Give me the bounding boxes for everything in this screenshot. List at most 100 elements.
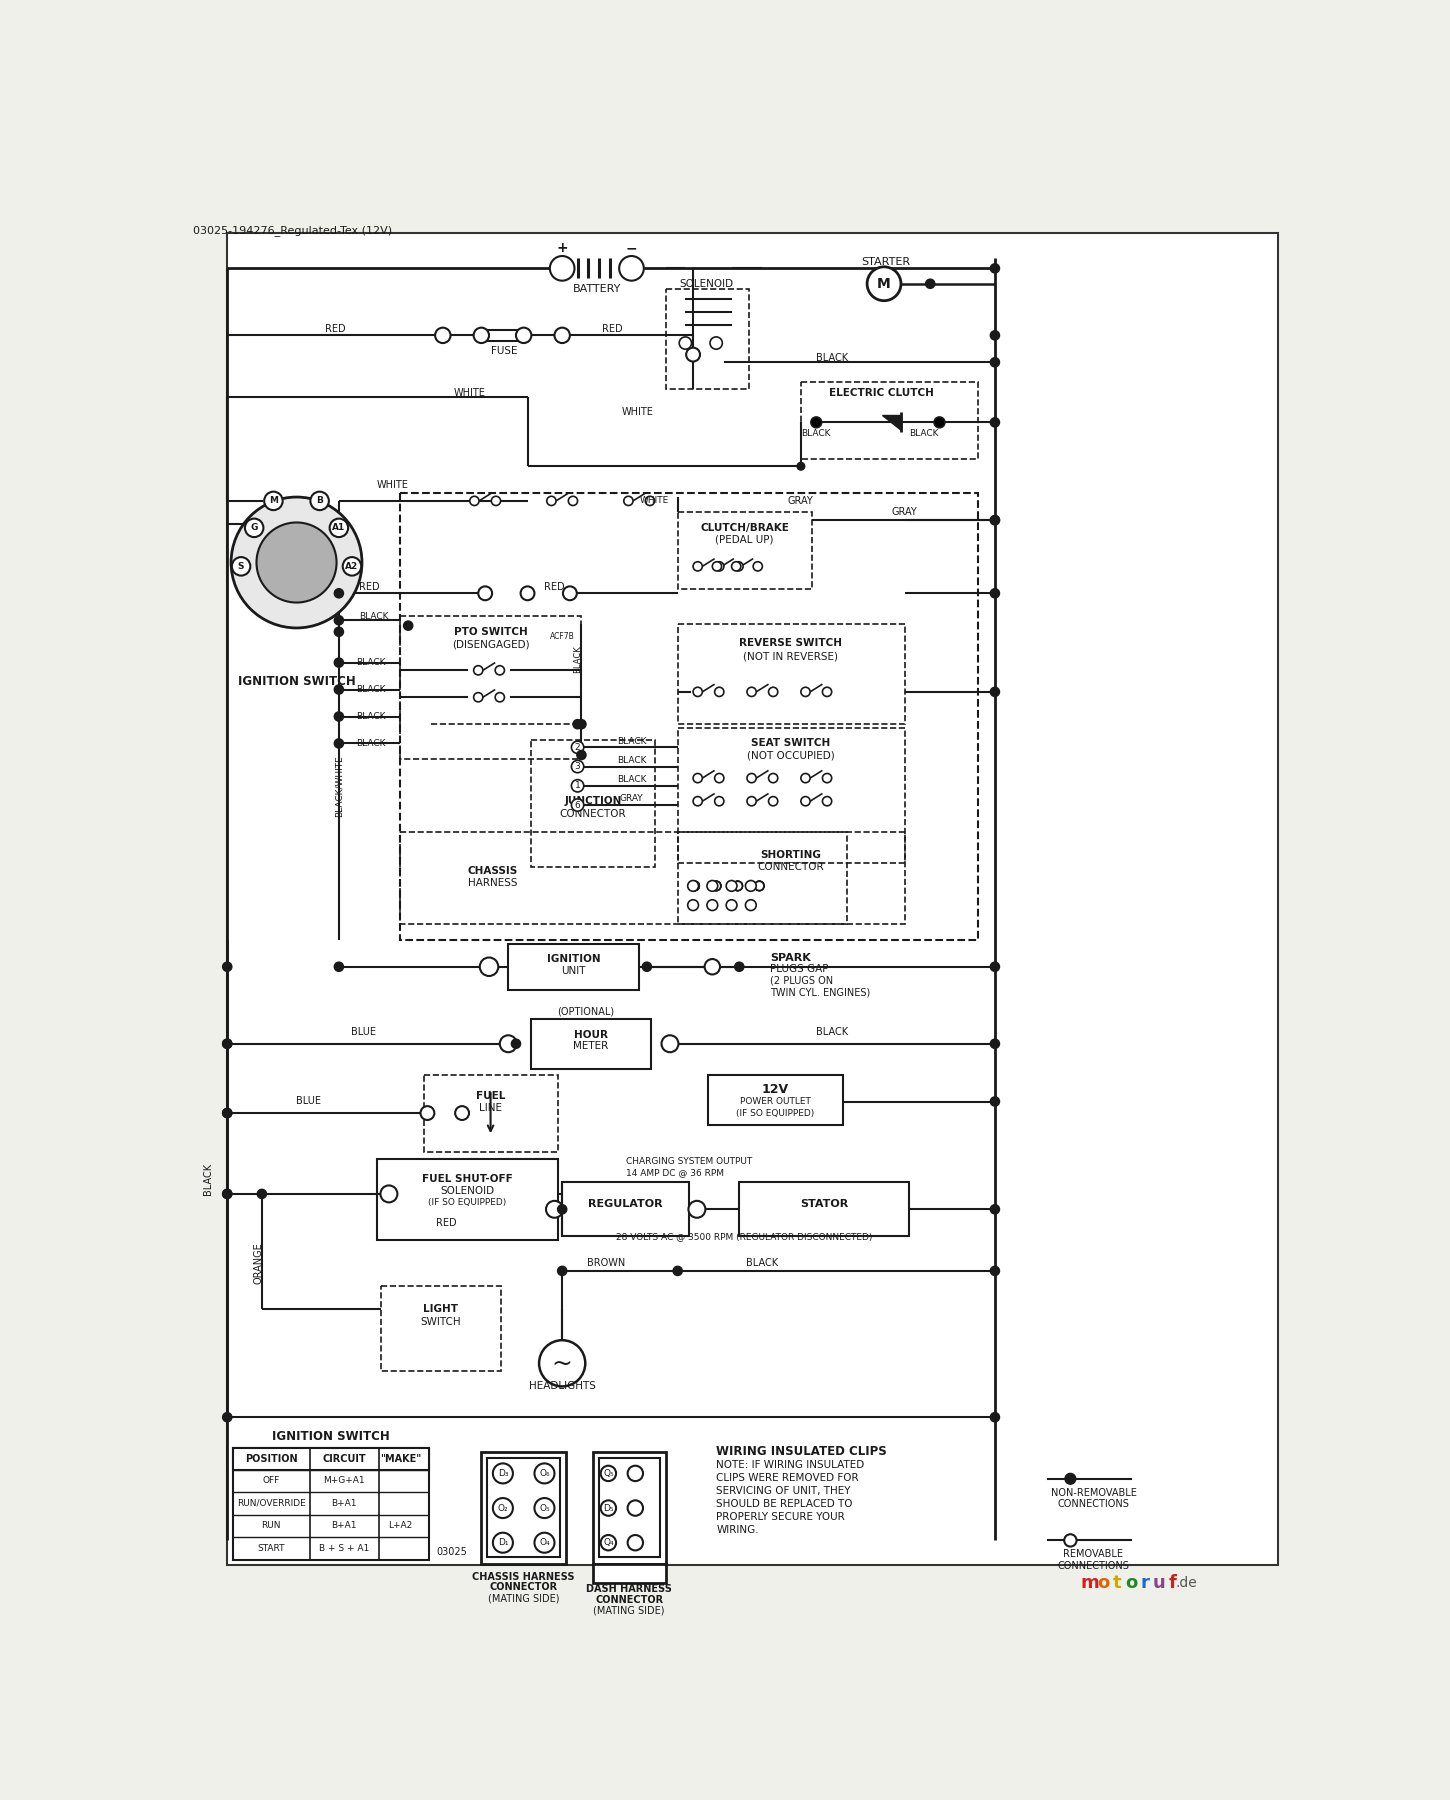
Text: (OPTIONAL): (OPTIONAL) [557, 1006, 613, 1017]
Circle shape [693, 562, 702, 571]
Bar [232, 1447, 429, 1559]
Text: RED: RED [436, 1219, 457, 1228]
Text: POSITION: POSITION [245, 1454, 297, 1463]
Circle shape [571, 779, 584, 792]
Circle shape [990, 589, 999, 598]
Circle shape [223, 1109, 232, 1118]
Text: u: u [1153, 1573, 1166, 1591]
Bar [400, 493, 977, 940]
Text: PTO SWITCH: PTO SWITCH [454, 626, 528, 637]
Text: BLACK: BLACK [357, 659, 386, 668]
Circle shape [734, 882, 742, 891]
Circle shape [754, 882, 764, 891]
Circle shape [380, 1186, 397, 1202]
Text: B+A1: B+A1 [332, 1521, 357, 1530]
Circle shape [732, 562, 741, 571]
Circle shape [734, 882, 742, 891]
Circle shape [811, 418, 822, 428]
Text: CONNECTOR: CONNECTOR [594, 1595, 663, 1604]
Text: RED: RED [325, 324, 345, 335]
Bar [531, 1019, 651, 1069]
Circle shape [768, 797, 777, 806]
Text: SWITCH: SWITCH [420, 1318, 461, 1327]
Circle shape [800, 797, 811, 806]
Circle shape [715, 797, 724, 806]
Text: NON-REMOVABLE: NON-REMOVABLE [1051, 1487, 1137, 1498]
Text: O₆: O₆ [539, 1469, 550, 1478]
Circle shape [624, 497, 634, 506]
Circle shape [747, 688, 757, 697]
Text: STATOR: STATOR [800, 1199, 848, 1210]
Text: .de: .de [1176, 1575, 1198, 1589]
Text: BROWN: BROWN [587, 1258, 625, 1269]
Bar [666, 290, 750, 389]
Circle shape [712, 562, 722, 571]
Text: HOUR: HOUR [574, 1030, 608, 1040]
Circle shape [335, 738, 344, 749]
Circle shape [990, 418, 999, 427]
Circle shape [735, 963, 744, 972]
Bar [400, 616, 581, 760]
Bar [487, 1458, 560, 1557]
Text: STARTER: STARTER [861, 257, 911, 266]
Text: BLACK: BLACK [203, 1163, 213, 1195]
Circle shape [335, 626, 344, 637]
Text: BLACK: BLACK [616, 736, 647, 745]
Circle shape [1064, 1474, 1076, 1485]
Circle shape [245, 518, 264, 536]
Circle shape [800, 688, 811, 697]
Bar [800, 382, 977, 459]
Bar [377, 1159, 558, 1240]
Text: REMOVABLE: REMOVABLE [1063, 1550, 1124, 1559]
Text: o: o [1098, 1573, 1109, 1591]
Text: UNIT: UNIT [561, 965, 586, 976]
Circle shape [712, 882, 721, 891]
Circle shape [798, 463, 805, 470]
Text: PROPERLY SECURE YOUR: PROPERLY SECURE YOUR [716, 1512, 845, 1523]
Bar [400, 832, 847, 925]
Text: WHITE: WHITE [454, 389, 486, 398]
Circle shape [734, 562, 742, 571]
Text: 03025-194276_Regulated-Tex (12V): 03025-194276_Regulated-Tex (12V) [193, 225, 392, 236]
Text: (NOT OCCUPIED): (NOT OCCUPIED) [747, 751, 835, 760]
Text: GRAY: GRAY [787, 497, 813, 506]
Text: RED: RED [602, 324, 622, 335]
Text: D₅: D₅ [603, 1503, 613, 1512]
Text: BLACK: BLACK [357, 713, 386, 722]
Circle shape [753, 562, 763, 571]
Text: NOTE: IF WIRING INSULATED: NOTE: IF WIRING INSULATED [716, 1460, 864, 1471]
Text: BLACK: BLACK [616, 776, 647, 785]
Circle shape [686, 347, 700, 362]
Text: CLUTCH/BRAKE: CLUTCH/BRAKE [700, 522, 789, 533]
Text: LIGHT: LIGHT [423, 1305, 458, 1314]
Circle shape [223, 1039, 232, 1048]
Circle shape [264, 491, 283, 509]
Text: B + S + A1: B + S + A1 [319, 1544, 370, 1553]
Text: A2: A2 [345, 562, 358, 571]
Bar [481, 1453, 566, 1564]
Text: 14 AMP DC @ 36 RPM: 14 AMP DC @ 36 RPM [626, 1168, 724, 1177]
Circle shape [747, 797, 757, 806]
Text: BLACK: BLACK [616, 756, 647, 765]
Circle shape [990, 331, 999, 340]
Circle shape [693, 774, 702, 783]
Circle shape [521, 587, 535, 599]
Circle shape [571, 799, 584, 812]
Circle shape [223, 1190, 232, 1199]
Bar [709, 1075, 844, 1125]
Circle shape [990, 1413, 999, 1422]
Circle shape [934, 418, 945, 428]
Text: ELECTRIC CLUTCH: ELECTRIC CLUTCH [829, 389, 934, 398]
Circle shape [535, 1534, 554, 1553]
Circle shape [577, 720, 586, 729]
Text: FUEL: FUEL [476, 1091, 505, 1102]
Text: BLACK: BLACK [357, 686, 386, 695]
Text: SPARK: SPARK [770, 952, 811, 963]
Circle shape [600, 1535, 616, 1550]
Text: BLUE: BLUE [351, 1028, 376, 1037]
Bar [593, 1564, 666, 1582]
Circle shape [223, 963, 232, 972]
Text: O₄: O₄ [539, 1539, 550, 1548]
Circle shape [990, 1265, 999, 1276]
Circle shape [687, 880, 699, 891]
